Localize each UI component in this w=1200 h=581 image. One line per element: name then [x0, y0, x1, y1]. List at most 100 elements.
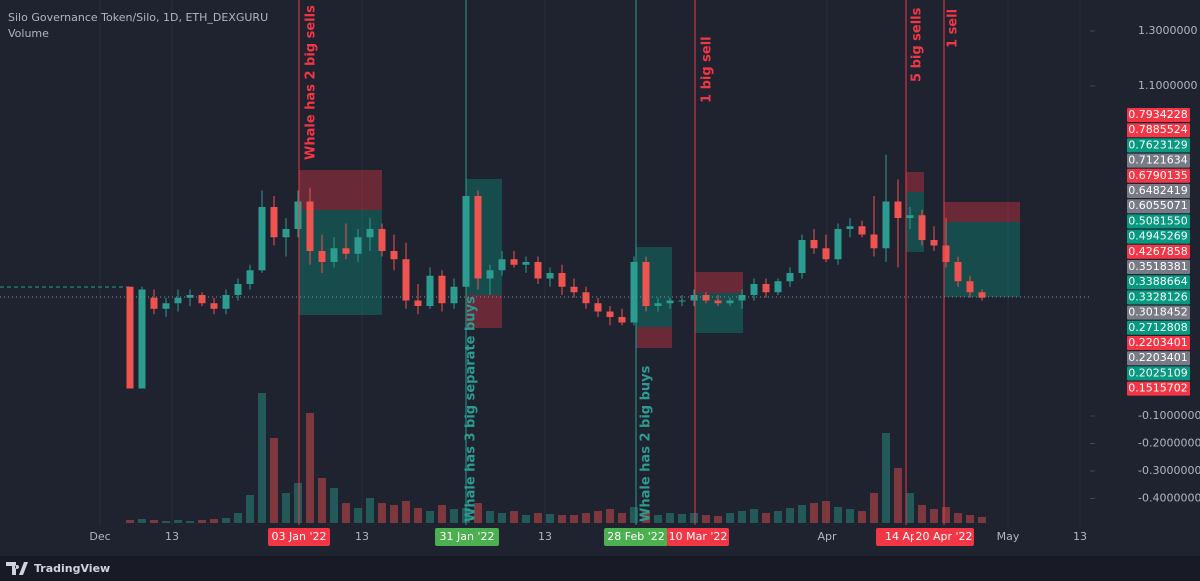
volume-bar	[846, 509, 854, 523]
volume-bar	[174, 520, 182, 523]
volume-bar	[618, 513, 626, 523]
price-label-bg	[1127, 275, 1190, 290]
volume-bar	[186, 521, 194, 523]
stop-zone	[944, 202, 1020, 222]
candle-body	[822, 248, 830, 260]
volume-bar	[438, 505, 446, 523]
volume-bar	[930, 509, 938, 523]
volume-bar	[450, 509, 458, 523]
price-label-bg	[1127, 138, 1190, 153]
volume-bar	[870, 493, 878, 523]
price-label: 0.3018452	[1128, 306, 1188, 319]
volume-bar	[366, 498, 374, 523]
stop-zone	[466, 295, 502, 328]
candle-body	[306, 201, 314, 251]
price-label-bg	[1127, 123, 1190, 138]
x-tick-label: Apr	[817, 530, 837, 543]
volume-bar	[342, 503, 350, 523]
overlay: Whale has 2 big sells Whale has 3 big sep…	[0, 0, 1090, 525]
candle-body	[978, 292, 986, 298]
price-label: 0.3518381	[1128, 260, 1188, 273]
x-tick-label: 13	[538, 530, 552, 543]
volume-bar	[246, 495, 254, 523]
x-tick-label: 13	[1073, 530, 1087, 543]
price-label-bg	[1127, 153, 1190, 168]
price-label-bg	[1127, 351, 1190, 366]
candle-body	[642, 262, 650, 306]
candle-body	[630, 262, 638, 323]
logo-icon	[6, 562, 28, 575]
candle-body	[834, 229, 842, 260]
price-label-bg	[1127, 108, 1190, 122]
price-label: 0.3388664	[1128, 275, 1188, 288]
candle-body	[606, 311, 614, 317]
candle-body	[414, 300, 422, 306]
grid	[99, 0, 1081, 525]
price-label: 0.2203401	[1128, 336, 1188, 349]
price-label: 0.6790135	[1128, 169, 1188, 182]
date-marker-bg	[876, 528, 926, 546]
volume-bar	[654, 515, 662, 523]
price-label-bg	[1127, 381, 1190, 396]
price-label: 0.1515702	[1128, 382, 1188, 395]
candles	[126, 154, 986, 523]
candle-body	[798, 240, 806, 273]
volume-bar	[966, 515, 974, 523]
volume-bar	[582, 513, 590, 523]
annotation: 1 big sell	[700, 36, 715, 103]
candle-body	[246, 270, 254, 284]
volume-bar	[282, 493, 290, 523]
date-marker: 20 Apr '22	[915, 530, 972, 543]
volume-bar	[702, 515, 710, 523]
volume-bar	[978, 517, 986, 523]
candle-body	[558, 273, 566, 287]
annotation: Whale has 3 big separate buys	[464, 296, 479, 522]
candle-body	[954, 262, 962, 282]
stop-zone	[636, 327, 672, 348]
candle-body	[726, 300, 734, 304]
candle-body	[582, 292, 590, 304]
candle-body	[354, 237, 362, 254]
price-label: 0.3328126	[1128, 290, 1188, 303]
volume-bar	[810, 503, 818, 523]
price-label: 0.7885524	[1128, 123, 1188, 136]
volume-bar	[894, 468, 902, 523]
candle-body	[918, 215, 926, 240]
volume-bar	[222, 518, 230, 523]
volume-bar	[270, 438, 278, 523]
price-label-bg	[1127, 229, 1190, 244]
candle-body	[162, 303, 170, 309]
volume-bar	[558, 515, 566, 523]
y-tick-label: -0.3000000	[1138, 464, 1200, 477]
volume-bar	[918, 505, 926, 523]
volume-bar	[750, 509, 758, 523]
price-label-bg	[1127, 184, 1190, 198]
volume-bar	[414, 508, 422, 523]
price-label: 0.7623129	[1128, 138, 1188, 151]
volume-label: Volume	[8, 27, 49, 40]
date-marker: 14 Ap	[885, 530, 917, 543]
volume-bar	[210, 519, 218, 523]
price-label-bg	[1127, 305, 1190, 320]
position-boxes	[299, 170, 1020, 348]
candle-body	[678, 300, 686, 302]
candle-body	[234, 284, 242, 295]
volume-bar	[474, 503, 482, 523]
candle-body	[486, 270, 494, 279]
annotation: 1 sell	[946, 9, 961, 48]
volume-bar	[426, 511, 434, 523]
price-label: 0.2025109	[1128, 366, 1188, 379]
chart-title: Silo Governance Token/Silo, 1D, ETH_DEXG…	[8, 11, 268, 24]
candle-body	[378, 229, 386, 251]
volume-bar	[738, 511, 746, 523]
price-label: 0.2203401	[1128, 351, 1188, 364]
candle-body	[474, 196, 482, 279]
volume-bar	[546, 514, 554, 523]
candle-body	[426, 275, 434, 306]
candle-body	[450, 286, 458, 304]
volume-bar	[522, 515, 530, 523]
volume-bar	[774, 511, 782, 523]
candle-body	[534, 262, 542, 279]
